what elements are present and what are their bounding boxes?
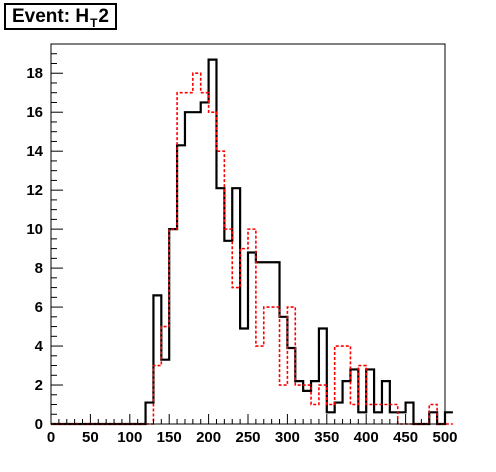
y-tick-label: 18 xyxy=(26,65,43,82)
y-tick-label: 4 xyxy=(35,338,44,355)
y-tick-label: 8 xyxy=(35,260,43,277)
chart-title-prefix: Event: H xyxy=(12,5,90,27)
chart-title-subscript: T xyxy=(90,15,98,30)
x-tick-label: 400 xyxy=(354,429,379,446)
x-tick-label: 250 xyxy=(235,429,260,446)
x-tick-label: 50 xyxy=(82,429,99,446)
axis-layer: 0 50 100 150 200 250 300 350 400 450 500 0 2 4 6 8 10 12 1… xyxy=(26,43,458,446)
x-tick-label: 150 xyxy=(157,429,182,446)
y-tick-label: 14 xyxy=(26,143,43,160)
x-tick-label: 350 xyxy=(314,429,339,446)
y-tick-label: 12 xyxy=(26,182,43,199)
histogram-series-1-line xyxy=(51,58,453,426)
y-tick-label: 16 xyxy=(26,104,43,121)
x-tick-label: 500 xyxy=(432,429,457,446)
y-tick-label: 6 xyxy=(35,299,43,316)
series-layer xyxy=(51,58,453,426)
x-tick-label: 200 xyxy=(196,429,221,446)
x-tick-label: 450 xyxy=(393,429,418,446)
x-tick-label: 0 xyxy=(47,429,55,446)
y-tick-label: 2 xyxy=(35,377,43,394)
histogram-series-2-line xyxy=(51,72,453,425)
y-tick-label: 0 xyxy=(35,416,43,433)
x-tick-label: 300 xyxy=(275,429,300,446)
x-tick-label: 100 xyxy=(117,429,142,446)
chart-title-suffix: 2 xyxy=(98,5,109,27)
y-tick-label: 10 xyxy=(26,221,43,238)
